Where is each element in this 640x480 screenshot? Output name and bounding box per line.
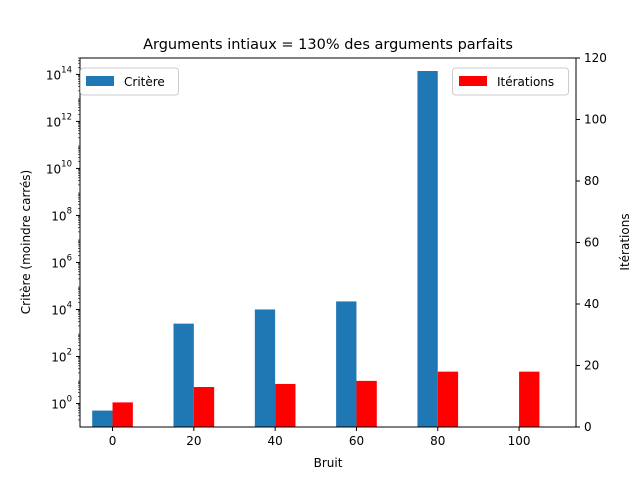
- y-right-tick-label: 120: [584, 51, 607, 65]
- y-right-tick-label: 60: [584, 236, 599, 250]
- x-tick-label: 0: [109, 434, 117, 448]
- y-left-tick-label: 1014: [46, 65, 72, 82]
- y-left-tick-label: 1010: [46, 159, 72, 176]
- bar-iterations-60: [356, 380, 377, 427]
- legend-swatch-criterion: [86, 76, 114, 86]
- y-left-tick-label: 104: [51, 300, 72, 317]
- bar-criterion-20: [173, 323, 194, 427]
- legend-label-iterations: Itérations: [497, 75, 554, 89]
- y-left-tick-label: 1012: [46, 112, 72, 129]
- x-axis: 0 20 40 60 80 100: [109, 427, 531, 448]
- bar-criterion-0: [92, 410, 113, 427]
- legend-label-criterion: Critère: [124, 75, 165, 89]
- x-tick-label: 60: [349, 434, 364, 448]
- x-tick-label: 40: [268, 434, 283, 448]
- bar-iterations-20: [193, 387, 215, 427]
- chart-title: Arguments intiaux = 130% des arguments p…: [143, 37, 513, 53]
- y-left-tick-label: 100: [51, 394, 72, 411]
- x-axis-title: Bruit: [314, 456, 343, 470]
- y-right-tick-label: 20: [584, 359, 599, 373]
- bars-iterations: [112, 371, 540, 427]
- y-right-tick-label: 80: [584, 174, 599, 188]
- y-left-tick-label: 106: [51, 253, 72, 270]
- bar-criterion-40: [254, 309, 276, 427]
- legend-swatch-iterations: [459, 76, 487, 86]
- legend-left-box: [80, 67, 179, 96]
- y-axis-left: 100 102 104 106 108 1010 1012 1014: [46, 57, 80, 421]
- bar-iterations-100: [519, 371, 540, 427]
- y-axis-right: 0 20 40 60 80 100 120: [576, 51, 607, 434]
- y-right-tick-label: 0: [584, 420, 592, 434]
- y-right-tick-label: 40: [584, 297, 599, 311]
- y-axis-left-title: Critère (moindre carrés): [19, 170, 33, 314]
- bar-criterion-80: [417, 70, 438, 428]
- plot-frame: [79, 57, 577, 428]
- bars-criterion: [92, 70, 438, 428]
- legend-right-box: [452, 67, 569, 96]
- legend-right: Itérations: [452, 67, 569, 96]
- y-right-tick-label: 100: [584, 113, 607, 127]
- y-axis-right-title: Itérations: [618, 213, 632, 270]
- x-tick-label: 100: [508, 434, 531, 448]
- legend-left: Critère: [80, 67, 179, 96]
- bar-iterations-0: [112, 402, 133, 427]
- bar-criterion-60: [336, 301, 357, 427]
- bar-iterations-40: [275, 383, 296, 427]
- y-left-tick-label: 108: [51, 206, 72, 223]
- x-tick-label: 20: [186, 434, 201, 448]
- y-left-tick-label: 102: [51, 347, 72, 364]
- x-tick-label: 80: [430, 434, 445, 448]
- bar-iterations-80: [437, 371, 459, 427]
